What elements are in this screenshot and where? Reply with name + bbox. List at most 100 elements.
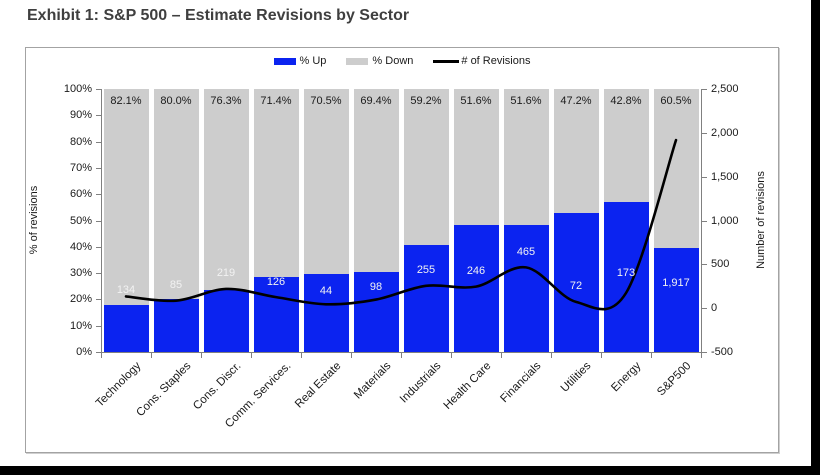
- bar-up-segment: [203, 289, 249, 352]
- bar-down-segment: [453, 89, 499, 225]
- category-label: Real Estate: [292, 360, 344, 411]
- bar-up-segment: [403, 244, 449, 352]
- right-axis-tick: [702, 264, 707, 266]
- x-axis-tick: [101, 353, 102, 358]
- bar-down-segment: [503, 89, 549, 225]
- left-axis-tick: [96, 352, 101, 353]
- bar-down-segment: [553, 89, 599, 214]
- right-axis-tick: [702, 220, 707, 222]
- bar-down-segment: [653, 89, 699, 249]
- legend-item-pct-down: % Down: [346, 55, 413, 67]
- right-axis-tick: [702, 89, 707, 90]
- revisions-count-label: 72: [569, 279, 583, 292]
- pct-down-label: 59.2%: [410, 95, 442, 107]
- bar-up-segment: [253, 276, 299, 352]
- category-label: Industrials: [397, 360, 444, 406]
- bar-up-segment: [153, 299, 199, 352]
- right-axis-tick-label: 0: [711, 302, 718, 315]
- screen-edge-bottom: [0, 466, 820, 475]
- left-axis-tick: [96, 194, 101, 196]
- left-axis-tick: [96, 141, 101, 143]
- pct-down-label: 60.5%: [660, 95, 692, 107]
- bar-up-segment: [553, 213, 599, 352]
- x-axis-tick: [451, 353, 452, 358]
- pct-down-label: 69.4%: [360, 95, 392, 107]
- left-axis-tick: [96, 167, 101, 169]
- pct-down-label: 71.4%: [260, 95, 292, 107]
- bar-down-segment: [153, 89, 199, 300]
- left-axis-tick-label: 40%: [69, 240, 92, 253]
- category-label: Materials: [352, 360, 394, 402]
- left-axis-tick: [96, 89, 101, 90]
- left-axis-tick: [96, 220, 101, 222]
- revisions-count-label: 173: [616, 267, 636, 279]
- right-axis-tick: [702, 132, 707, 134]
- left-axis-tick: [96, 299, 101, 301]
- legend-label: % Down: [372, 55, 414, 67]
- right-axis-tick-label: 2,000: [711, 126, 739, 139]
- left-axis-tick-label: 30%: [69, 267, 92, 280]
- left-axis-tick-label: 50%: [69, 214, 92, 227]
- revisions-count-label: 126: [266, 276, 286, 289]
- bar-up-segment: [503, 224, 549, 352]
- bar-up-segment: [103, 304, 149, 352]
- pct-down-swatch-icon: [346, 57, 369, 65]
- right-axis-tick-label: -500: [711, 346, 734, 358]
- left-axis-tick-label: 70%: [69, 161, 92, 174]
- chart-legend: % Up % Down # of Revisions: [26, 55, 778, 67]
- bar-down-segment: [203, 89, 249, 290]
- left-axis-tick-label: 90%: [69, 109, 92, 122]
- bar-down-segment: [103, 89, 149, 305]
- category-label: Utilities: [558, 360, 594, 395]
- revisions-count-label: 134: [116, 284, 136, 297]
- revisions-count-label: 465: [516, 246, 536, 259]
- legend-item-revisions: # of Revisions: [433, 55, 530, 67]
- x-axis-tick: [401, 353, 402, 358]
- revisions-count-label: 219: [216, 266, 236, 279]
- x-axis-line: [101, 352, 702, 353]
- pct-down-label: 51.6%: [510, 95, 542, 107]
- revisions-line: [124, 138, 678, 311]
- right-axis-title: Number of revisions: [755, 171, 767, 269]
- legend-label: # of Revisions: [461, 55, 531, 67]
- pct-down-label: 80.0%: [160, 95, 192, 107]
- pct-down-label: 82.1%: [110, 95, 142, 107]
- bar-down-segment: [353, 89, 399, 272]
- category-label: Energy: [609, 360, 644, 395]
- exhibit-title: Exhibit 1: S&P 500 – Estimate Revisions …: [27, 7, 410, 24]
- x-axis-tick: [551, 353, 552, 358]
- x-axis-tick: [251, 353, 252, 358]
- revisions-line-series: [124, 138, 678, 311]
- bar-down-segment: [253, 89, 299, 277]
- revisions-count-label: 1,917: [662, 277, 690, 290]
- legend-item-pct-up: % Up: [273, 55, 326, 67]
- pct-down-label: 70.5%: [310, 95, 342, 107]
- left-axis-tick: [96, 115, 101, 117]
- x-axis-tick: [351, 353, 352, 358]
- x-axis-tick: [501, 353, 502, 358]
- left-axis-tick: [96, 246, 101, 248]
- bar-up-segment: [653, 248, 699, 352]
- bar-down-segment: [303, 89, 349, 275]
- category-label: Comm. Services.: [223, 360, 294, 431]
- category-label: Cons. Staples: [134, 360, 194, 420]
- right-axis-line: [701, 89, 702, 352]
- category-label: Health Care: [441, 360, 494, 412]
- screen-edge-right: [811, 0, 820, 475]
- bar-down-segment: [603, 89, 649, 202]
- category-label: Financials: [498, 360, 544, 406]
- right-axis-tick-label: 500: [711, 258, 730, 271]
- revisions-count-label: 246: [466, 264, 486, 277]
- x-axis-tick: [651, 353, 652, 358]
- bar-up-segment: [303, 274, 349, 352]
- left-axis-tick: [96, 325, 101, 327]
- pct-down-label: 47.2%: [560, 95, 592, 107]
- plot-area: 82.1% 80.0% 76.3% 71.4% 70.5% 69.4% 59.2% 51.6%…: [101, 89, 701, 352]
- left-axis-tick-label: 0%: [76, 346, 92, 358]
- left-axis-tick-label: 20%: [69, 293, 92, 306]
- left-axis-line: [101, 89, 102, 352]
- left-axis-tick-label: 60%: [69, 188, 92, 201]
- x-axis-tick: [201, 353, 202, 358]
- left-axis-tick: [96, 273, 101, 275]
